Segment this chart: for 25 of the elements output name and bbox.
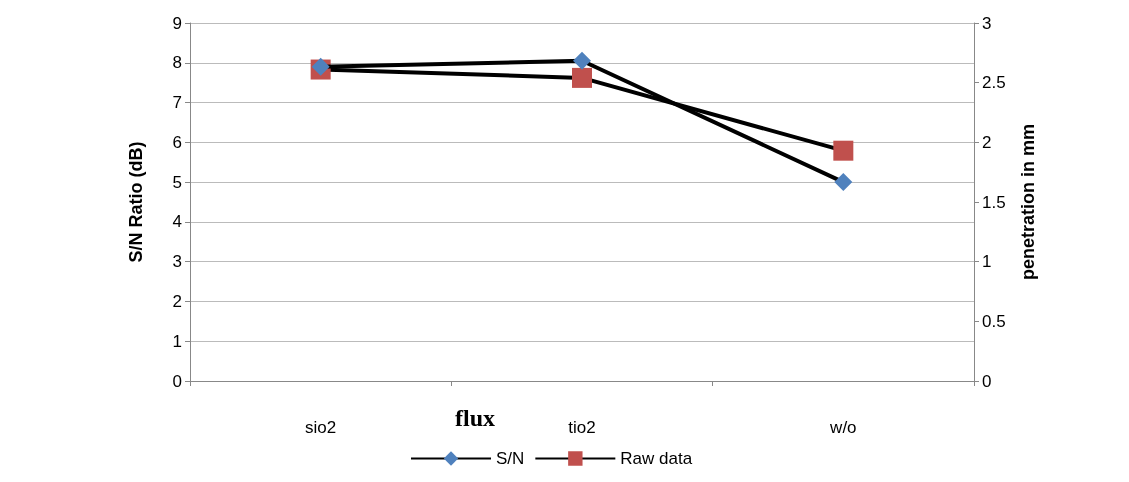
y-tick-label: 0 [172,371,182,391]
x-tick-label: w/o [829,418,857,437]
x-axis-title: flux [455,405,496,431]
y-tick-label: 9 [172,13,182,33]
legend-label: S/N [496,449,525,468]
y-tick-label: 7 [172,93,182,113]
y-tick-label: 3 [172,252,182,272]
y2-tick-label: 2.5 [982,73,1006,93]
y-tick-label: 4 [172,212,182,232]
x-tick-label: tio2 [568,418,596,437]
y2-tick-label: 1.5 [982,192,1006,212]
y-tick-label: 6 [172,132,182,152]
y2-tick-label: 1 [982,252,992,272]
y2-tick-label: 2 [982,132,992,152]
y2-tick-label: 0.5 [982,311,1006,331]
y-axis-title: S/N Ratio (dB) [126,141,146,263]
y-tick-label: 5 [172,172,182,192]
y-tick-label: 1 [172,331,182,351]
legend-label: Raw data [620,449,693,468]
y-tick-label: 8 [172,53,182,73]
x-tick-label: sio2 [305,418,337,437]
y2-tick-label: 0 [982,371,992,391]
y2-tick-label: 3 [982,13,992,33]
y-tick-label: 2 [172,291,182,311]
y2-axis-title: penetration in mm [1018,123,1038,281]
